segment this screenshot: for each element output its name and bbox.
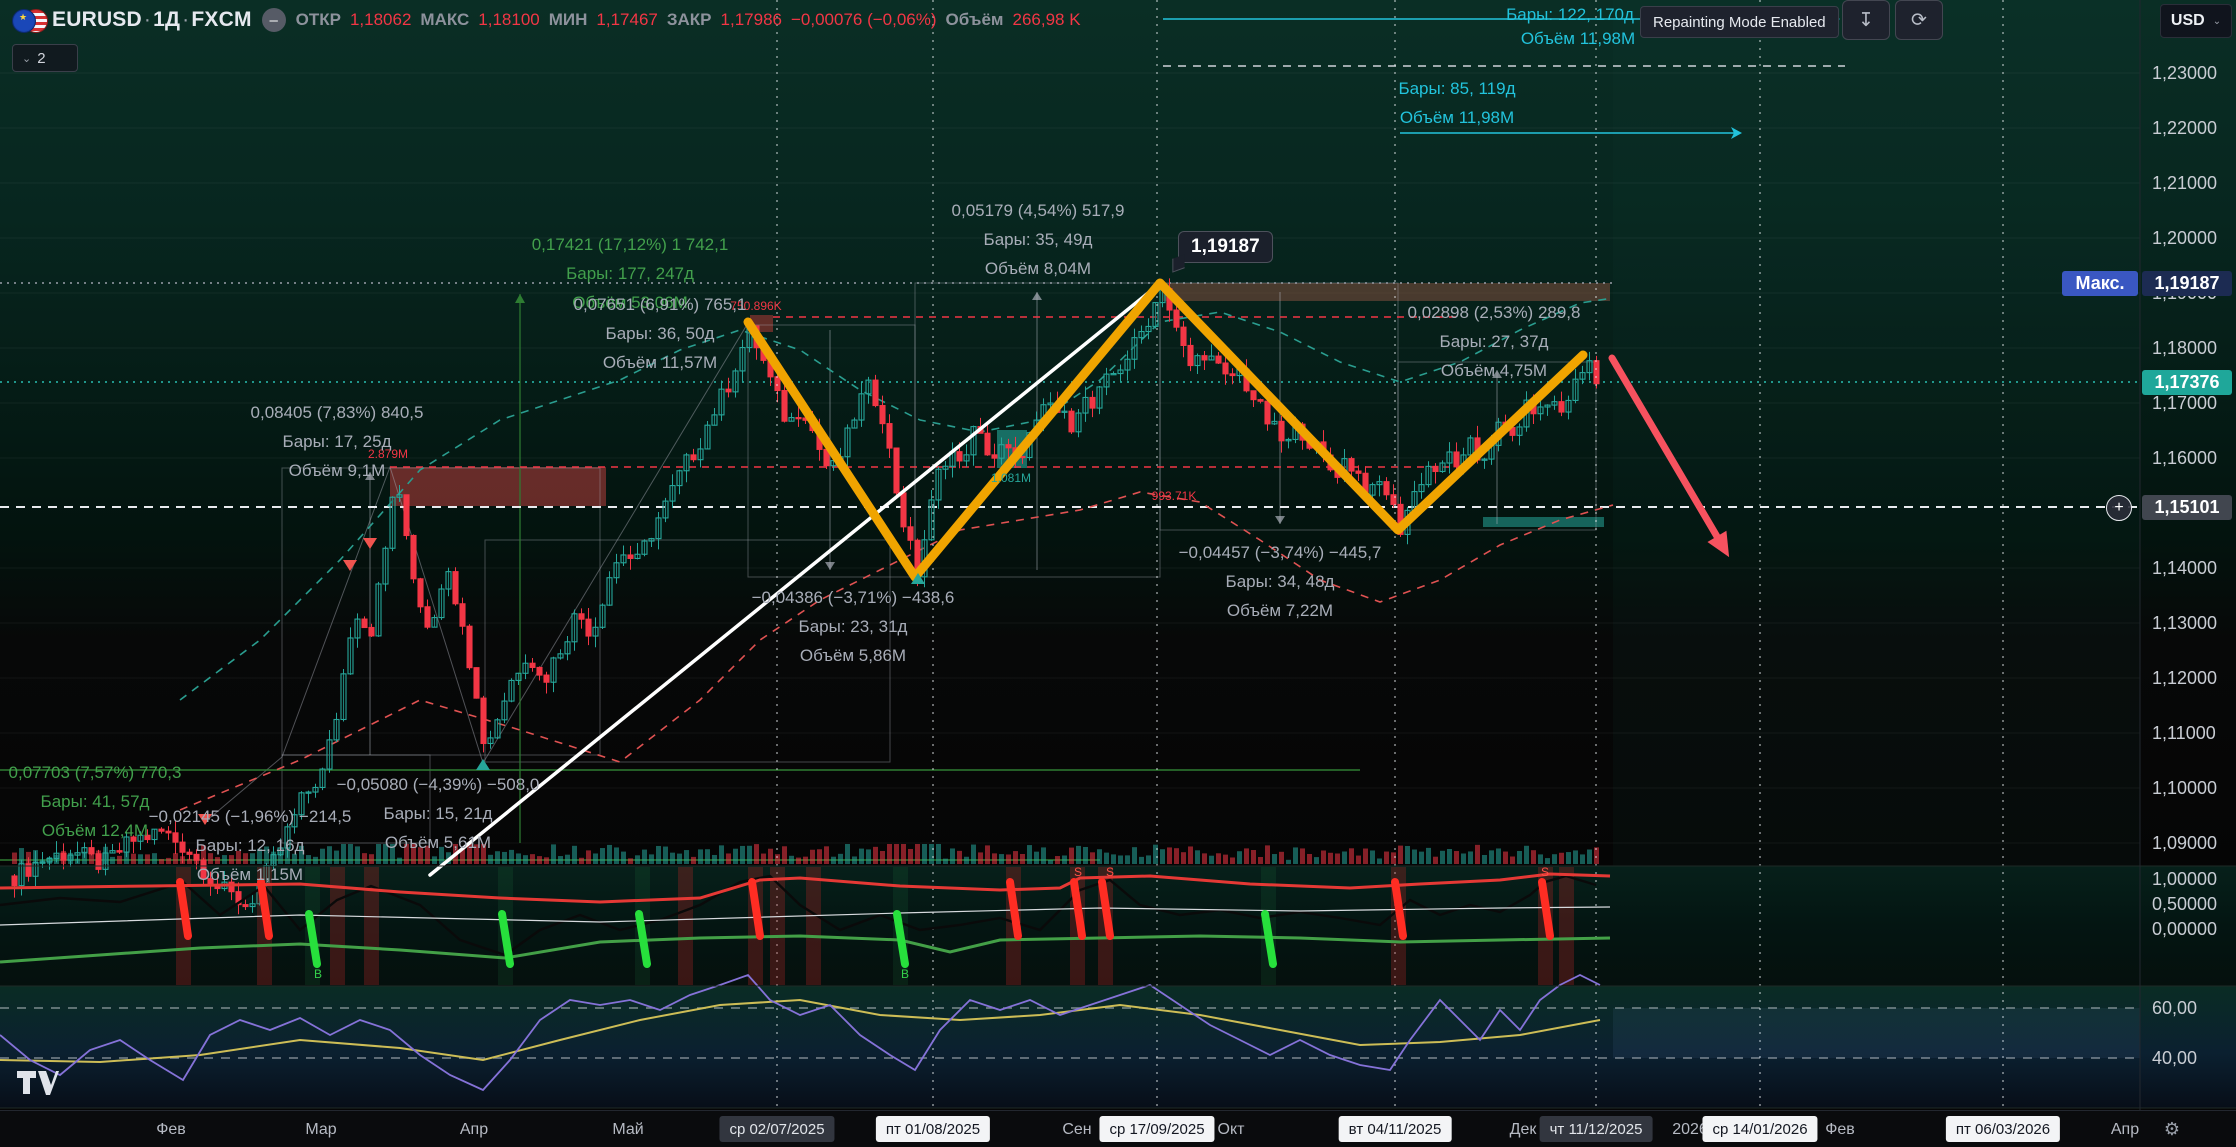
zigzag-pattern (743, 278, 1588, 582)
date-badge: ср 17/09/2025 (1099, 1116, 1215, 1142)
hide-indicator-icon[interactable]: – (261, 8, 286, 32)
measure-up-2: 0,05179 (4,54%) 517,9 Бары: 35, 49д Объём … (951, 201, 1125, 278)
price-tick: 1,12000 (2152, 668, 2218, 688)
chevron-down-icon: ⌄ (2212, 15, 2222, 27)
repainting-mode-tooltip: Repainting Mode Enabled (1640, 6, 1839, 38)
max-price-label: Макс. (2062, 271, 2138, 296)
zone-supply-red (390, 467, 606, 506)
pane2-tick: 40,00 (2152, 1048, 2198, 1068)
month-label: Апр (459, 1121, 489, 1138)
svg-text:S: S (1541, 865, 1549, 879)
eurusd-pair-icon (12, 7, 48, 33)
sell-marker-icon (343, 560, 357, 571)
buy-marker-icon (911, 573, 925, 584)
measure-up-1: 0,07651 (6,91%) 765,1 Бары: 36, 50д Объём … (573, 295, 747, 372)
date-badge: ср 02/07/2025 (719, 1116, 835, 1142)
price-tick: 1,14000 (2152, 558, 2218, 578)
date-badge: пт 06/03/2026 (1945, 1116, 2061, 1142)
ohlc-values: ОТКР 1,18062 МАКС 1,18100 МИН 1,17467 ЗАКР 1… (295, 10, 1081, 29)
svg-text:B: B (314, 967, 322, 981)
measure-down-left: −0,02145 (−1,96%) −214,5 Бары: 12, 16д Объ… (148, 807, 352, 884)
measure-up-left: 0,07703 (7,57%) 770,3 Бары: 41, 57д Объём … (8, 763, 182, 840)
svg-text:993.71K: 993.71K (1152, 489, 1197, 503)
sell-marker-icon (198, 814, 212, 825)
measure-up-dec: 0,02898 (2,53%) 289,8 Бары: 27, 37д Объём … (1407, 303, 1581, 380)
price-tick: 1,23000 (2152, 63, 2218, 83)
svg-text:S: S (1106, 865, 1114, 879)
svg-text:2.879M: 2.879M (368, 447, 408, 461)
measure-future-1a: Бары: 122, 170д (1506, 5, 1634, 24)
chevron-down-icon: ⌄ (22, 52, 32, 65)
measure-future-2: Бары: 85, 119д Объём 11,98М (1398, 79, 1516, 127)
gear-icon[interactable]: ⚙ (2163, 1119, 2180, 1139)
currency-dropdown[interactable]: USD ⌄ (2160, 4, 2232, 38)
svg-text:B: B (901, 967, 909, 981)
scroll-to-recent-icon[interactable]: ↧ (1842, 0, 1890, 40)
price-tick: 1,11000 (2152, 723, 2216, 743)
month-label: Окт (1217, 1121, 1245, 1138)
alert-price-badge: 1,15101 (2142, 495, 2232, 520)
change-value: −0,00076 (−0,06%) (790, 10, 937, 29)
candles (11, 278, 1600, 915)
pane1-tick: 1,00000 (2152, 869, 2218, 889)
date-badge: вт 04/11/2025 (1338, 1116, 1452, 1142)
auto-refresh-icon[interactable]: ⟳ (1895, 0, 1943, 40)
time-scale[interactable]: ⚙ ФевМарАпрМайИюнСенОктДек2026ФевАпрср 0… (0, 1110, 2236, 1147)
alert-plus-icon[interactable]: + (2106, 495, 2132, 521)
month-label: Апр (2110, 1121, 2140, 1138)
price-tick: 1,20000 (2152, 228, 2218, 248)
measure-down-may: −0,05080 (−4,39%) −508,0 Бары: 15, 21д Объ… (336, 775, 540, 852)
price-tick: 1,18000 (2152, 338, 2218, 358)
month-label: Май (612, 1121, 644, 1138)
svg-text:S: S (1074, 865, 1082, 879)
month-label: Сен (1062, 1121, 1092, 1138)
month-label: 2026 (1672, 1121, 1708, 1138)
price-tick: 1,16000 (2152, 448, 2218, 468)
price-tick: 1,09000 (2152, 833, 2218, 853)
date-badge: пт 01/08/2025 (875, 1116, 991, 1142)
month-label: Фев (1825, 1121, 1855, 1138)
tradingview-logo[interactable] (16, 1070, 60, 1096)
pane1-tick: 0,00000 (2152, 919, 2218, 939)
price-callout[interactable]: 1,19187 (1178, 231, 1273, 263)
forecast-arrow (1608, 354, 1726, 549)
date-badge: чт 11/12/2025 (1539, 1116, 1653, 1142)
symbol-title[interactable]: EURUSD·1Д·FXCM (52, 8, 252, 31)
price-tick: 1,22000 (2152, 118, 2218, 138)
sell-marker-icon (363, 538, 377, 549)
max-price-badge: 1,19187 (2142, 271, 2232, 296)
zone-demand-strip (1483, 517, 1604, 527)
trendline (428, 283, 1160, 877)
measure-down-aug: −0,04386 (−3,71%) −438,6 Бары: 23, 31д Объ… (751, 588, 955, 665)
measure-future-1b: Объём 11,98М (1520, 29, 1636, 48)
measure-down-nov: −0,04457 (−3,74%) −445,7 Бары: 34, 48д Объ… (1178, 543, 1382, 620)
pane1-tick: 0,50000 (2152, 894, 2218, 914)
last-price-badge: 1,17376 (2142, 370, 2232, 395)
month-label: Мар (305, 1121, 337, 1138)
zone-supply-brown (1163, 283, 1610, 301)
pane2-tick: 60,00 (2152, 998, 2198, 1018)
month-label: Фев (156, 1121, 186, 1138)
svg-text:1.081M: 1.081M (991, 471, 1031, 485)
date-badge: ср 14/01/2026 (1702, 1116, 1818, 1142)
price-tick: 1,10000 (2152, 778, 2218, 798)
price-tick: 1,17000 (2152, 393, 2218, 413)
price-tick: 1,21000 (2152, 173, 2218, 193)
measure-up-3: 0,08405 (7,83%) 840,5 Бары: 17, 25д Объём … (250, 403, 424, 480)
svg-text:750.896K: 750.896K (730, 299, 781, 313)
buy-marker-icon (476, 759, 490, 770)
indicators-collapse-button[interactable]: ⌄ 2 (12, 44, 78, 72)
measure-up-long: 0,17421 (17,12%) 1 742,1 Бары: 177, 247д О… (531, 235, 729, 312)
price-tick: 1,13000 (2152, 613, 2218, 633)
month-label: Дек (1509, 1121, 1537, 1138)
volume-value: 266,98 K (1012, 10, 1081, 29)
